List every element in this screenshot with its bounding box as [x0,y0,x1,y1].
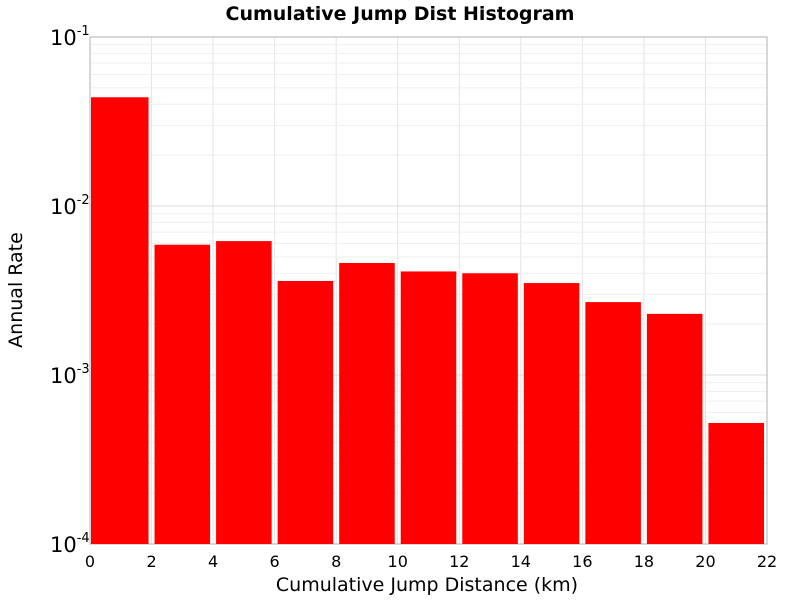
x-tick-label: 0 [85,552,95,571]
x-tick-label: 2 [146,552,156,571]
histogram-bar [523,283,580,544]
histogram-bar [585,302,641,544]
histogram-bar [277,280,334,544]
histogram-bar [91,97,149,544]
histogram-bar [339,262,395,544]
histogram-bar [216,241,272,544]
x-tick-label: 6 [270,552,280,571]
x-tick-label: 14 [511,552,531,571]
histogram-bar [708,422,764,544]
x-tick-label: 16 [572,552,592,571]
y-tick-label: 10-2 [50,193,90,219]
x-tick-label: 10 [388,552,408,571]
histogram-bar [400,271,457,544]
bars [91,97,764,544]
x-tick-label: 8 [331,552,341,571]
y-tick-label: 10-1 [50,24,90,50]
chart-title: Cumulative Jump Dist Histogram [226,3,575,25]
x-tick-label: 12 [449,552,469,571]
x-tick-label: 18 [634,552,654,571]
y-tick-label: 10-3 [50,362,90,388]
x-tick-label: 22 [757,552,777,571]
x-tick-labels: 0 2 4 6 8 10 12 14 16 18 20 22 [85,552,777,571]
histogram-bar [154,244,211,544]
y-tick-labels: 10-4 10-3 10-2 10-1 [50,24,90,557]
histogram-bar [462,273,518,544]
histogram-bar [646,313,703,544]
y-axis-label: Annual Rate [5,232,27,348]
y-tick-label: 10-4 [50,531,90,557]
x-axis-label: Cumulative Jump Distance (km) [276,574,578,596]
x-tick-label: 4 [208,552,218,571]
x-tick-label: 20 [695,552,715,571]
